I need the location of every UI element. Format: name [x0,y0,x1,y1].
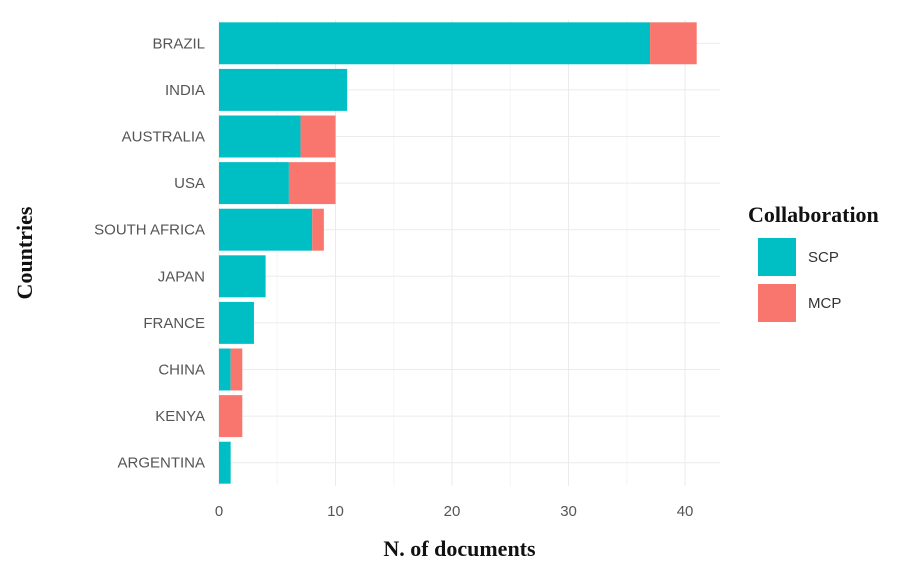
y-tick-label: BRAZIL [152,35,205,52]
x-axis-ticks: 0 10 20 30 40 [215,503,694,520]
y-axis-ticks: BRAZIL INDIA AUSTRALIA USA SOUTH AFRICA JAPAN… [94,35,205,471]
y-tick-label: ARGENTINA [117,455,205,472]
bars [219,22,697,484]
bar-scp-usa [219,162,289,205]
legend-key-scp [758,238,796,276]
y-tick-label: AUSTRALIA [122,129,205,146]
x-tick-label: 20 [444,503,461,520]
bar-mcp-australia [300,115,336,158]
x-axis-title: N. of documents [383,536,536,561]
y-tick-label: JAPAN [158,268,205,285]
bar-scp-south-africa [219,208,313,251]
legend-label-mcp: MCP [808,295,841,312]
x-tick-label: 10 [327,503,344,520]
y-tick-label: CHINA [158,362,205,379]
x-tick-label: 0 [215,503,223,520]
bar-mcp-china [230,348,243,391]
y-axis-title: Countries [12,206,37,299]
y-tick-label: SOUTH AFRICA [94,222,205,239]
bar-mcp-brazil [650,22,697,65]
y-tick-label: USA [174,175,205,192]
bar-mcp-south-africa [312,208,324,251]
bar-scp-china [219,348,231,391]
y-tick-label: INDIA [165,82,205,99]
bar-mcp-kenya [219,395,243,438]
bar-scp-brazil [219,22,651,65]
y-tick-label: KENYA [155,408,205,425]
bar-scp-india [219,68,348,111]
legend-key-mcp [758,284,796,322]
bar-scp-japan [219,255,266,298]
bar-mcp-usa [288,162,336,205]
bar-scp-australia [219,115,301,158]
legend-title: Collaboration [748,202,879,227]
x-tick-label: 30 [560,503,577,520]
bar-scp-argentina [219,441,231,484]
bar-scp-france [219,301,254,344]
legend: Collaboration SCP MCP [748,202,879,322]
x-tick-label: 40 [677,503,694,520]
legend-label-scp: SCP [808,249,839,266]
y-tick-label: FRANCE [143,315,205,332]
